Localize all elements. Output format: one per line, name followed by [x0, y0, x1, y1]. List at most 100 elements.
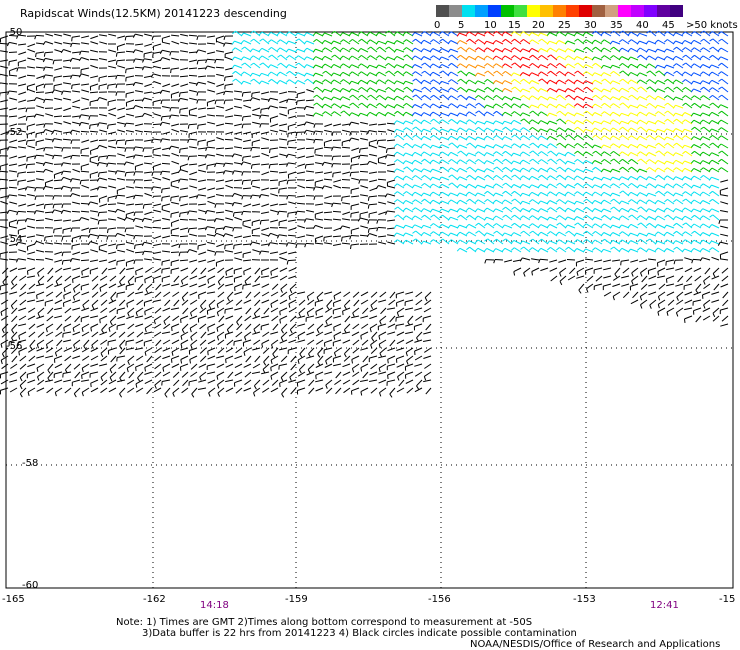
wind-barb [576, 248, 585, 253]
wind-barb [603, 291, 612, 297]
wind-barb-flag [349, 131, 352, 136]
wind-barb [108, 259, 117, 264]
wind-barb-flag [627, 56, 631, 61]
wind-barb-flag [52, 60, 55, 65]
wind-barb [648, 63, 657, 69]
wind-barb [45, 299, 54, 303]
wind-barb [352, 371, 360, 377]
wind-barb-flag [663, 39, 668, 43]
wind-barb-flag [438, 191, 443, 196]
wind-barb-flag [250, 38, 254, 42]
wind-barb [126, 107, 135, 110]
wind-barb-flag [639, 296, 643, 301]
wind-barb-flag [357, 112, 361, 117]
wind-barb-flag [627, 199, 632, 203]
wind-barb [423, 56, 432, 61]
wind-barb [171, 195, 180, 198]
wind-barb [386, 122, 396, 125]
wind-barb [126, 113, 135, 117]
wind-barb [369, 233, 378, 237]
wind-barb [703, 95, 711, 101]
wind-barb-flag [601, 214, 605, 219]
wind-barb-flag [250, 78, 254, 82]
wind-barb [424, 103, 432, 109]
wind-barb-flag [510, 119, 515, 124]
wind-barb [305, 163, 315, 166]
wind-barb [640, 299, 648, 306]
wind-barb [162, 339, 171, 345]
wind-barb [361, 339, 369, 346]
wind-barb [288, 31, 297, 37]
wind-barb [441, 128, 450, 133]
wind-barb [279, 187, 288, 190]
wind-barb-flag [582, 71, 587, 75]
wind-barb [179, 235, 189, 238]
wind-barb-flag [259, 123, 262, 128]
wind-barb [424, 299, 432, 306]
wind-barb-flag [384, 112, 389, 116]
wind-barb-flag [583, 142, 587, 146]
wind-barb-flag [591, 160, 596, 164]
wind-barb-flag [699, 136, 704, 141]
wind-barb [0, 307, 9, 313]
wind-barb-flag [270, 303, 273, 308]
wind-barb-flag [699, 64, 704, 68]
wind-barb-flag [357, 31, 362, 35]
wind-barb-flag [277, 211, 280, 216]
wind-barb-flag [519, 208, 524, 212]
wind-barb [414, 191, 423, 197]
wind-barb [279, 203, 288, 206]
wind-barb-flag [51, 138, 55, 143]
wind-barb [263, 307, 270, 315]
wind-barb [81, 307, 90, 312]
wind-barb-flag [465, 231, 470, 235]
wind-barb-flag [618, 47, 623, 52]
wind-barb [477, 168, 486, 173]
wind-barb [603, 47, 612, 53]
wind-barb-flag [439, 94, 444, 98]
wind-barb [532, 134, 540, 141]
wind-barb [270, 64, 279, 69]
wind-barb [550, 207, 558, 213]
wind-barb-flag [420, 119, 425, 124]
wind-barb [378, 162, 387, 165]
wind-barb [279, 71, 288, 77]
wind-barb-flag [573, 239, 578, 243]
wind-barb [72, 355, 81, 359]
wind-barb-flag [673, 70, 678, 74]
wind-barb [44, 211, 54, 214]
wind-barb [135, 105, 144, 109]
wind-barb [89, 58, 99, 61]
wind-barb [621, 56, 630, 61]
wind-barb-flag [618, 215, 623, 219]
wind-barb [207, 65, 216, 69]
wind-barb [559, 62, 567, 69]
wind-barb-flag [438, 159, 443, 163]
wind-barb [459, 247, 468, 253]
wind-barb [442, 119, 450, 125]
wind-barb [198, 227, 207, 230]
wind-barb [333, 355, 342, 359]
wind-barb-flag [546, 135, 551, 140]
wind-barb-flag [573, 79, 578, 84]
wind-barb [657, 48, 666, 53]
wind-barb [441, 176, 450, 181]
wind-barb [299, 347, 306, 355]
wind-barb [315, 235, 324, 239]
wind-barb [288, 162, 297, 165]
wind-barb [405, 299, 414, 303]
wind-barb [712, 190, 720, 197]
wind-barb [0, 50, 9, 53]
wind-barb [242, 147, 252, 149]
wind-barb [63, 299, 72, 304]
wind-barb-flag [546, 207, 551, 211]
wind-barb [414, 64, 423, 69]
wind-barb [198, 315, 207, 319]
wind-barb [108, 218, 117, 221]
wind-barb [180, 315, 189, 320]
wind-barb [676, 134, 684, 141]
wind-barb-flag [681, 47, 686, 51]
legend-label: 25 [558, 20, 571, 31]
wind-barb [640, 222, 648, 229]
wind-barb [405, 207, 414, 213]
